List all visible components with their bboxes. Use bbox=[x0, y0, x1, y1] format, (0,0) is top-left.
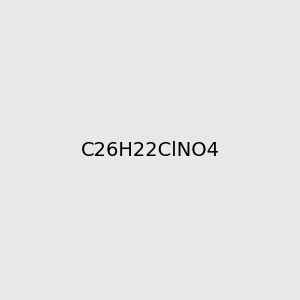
Text: C26H22ClNO4: C26H22ClNO4 bbox=[80, 140, 220, 160]
